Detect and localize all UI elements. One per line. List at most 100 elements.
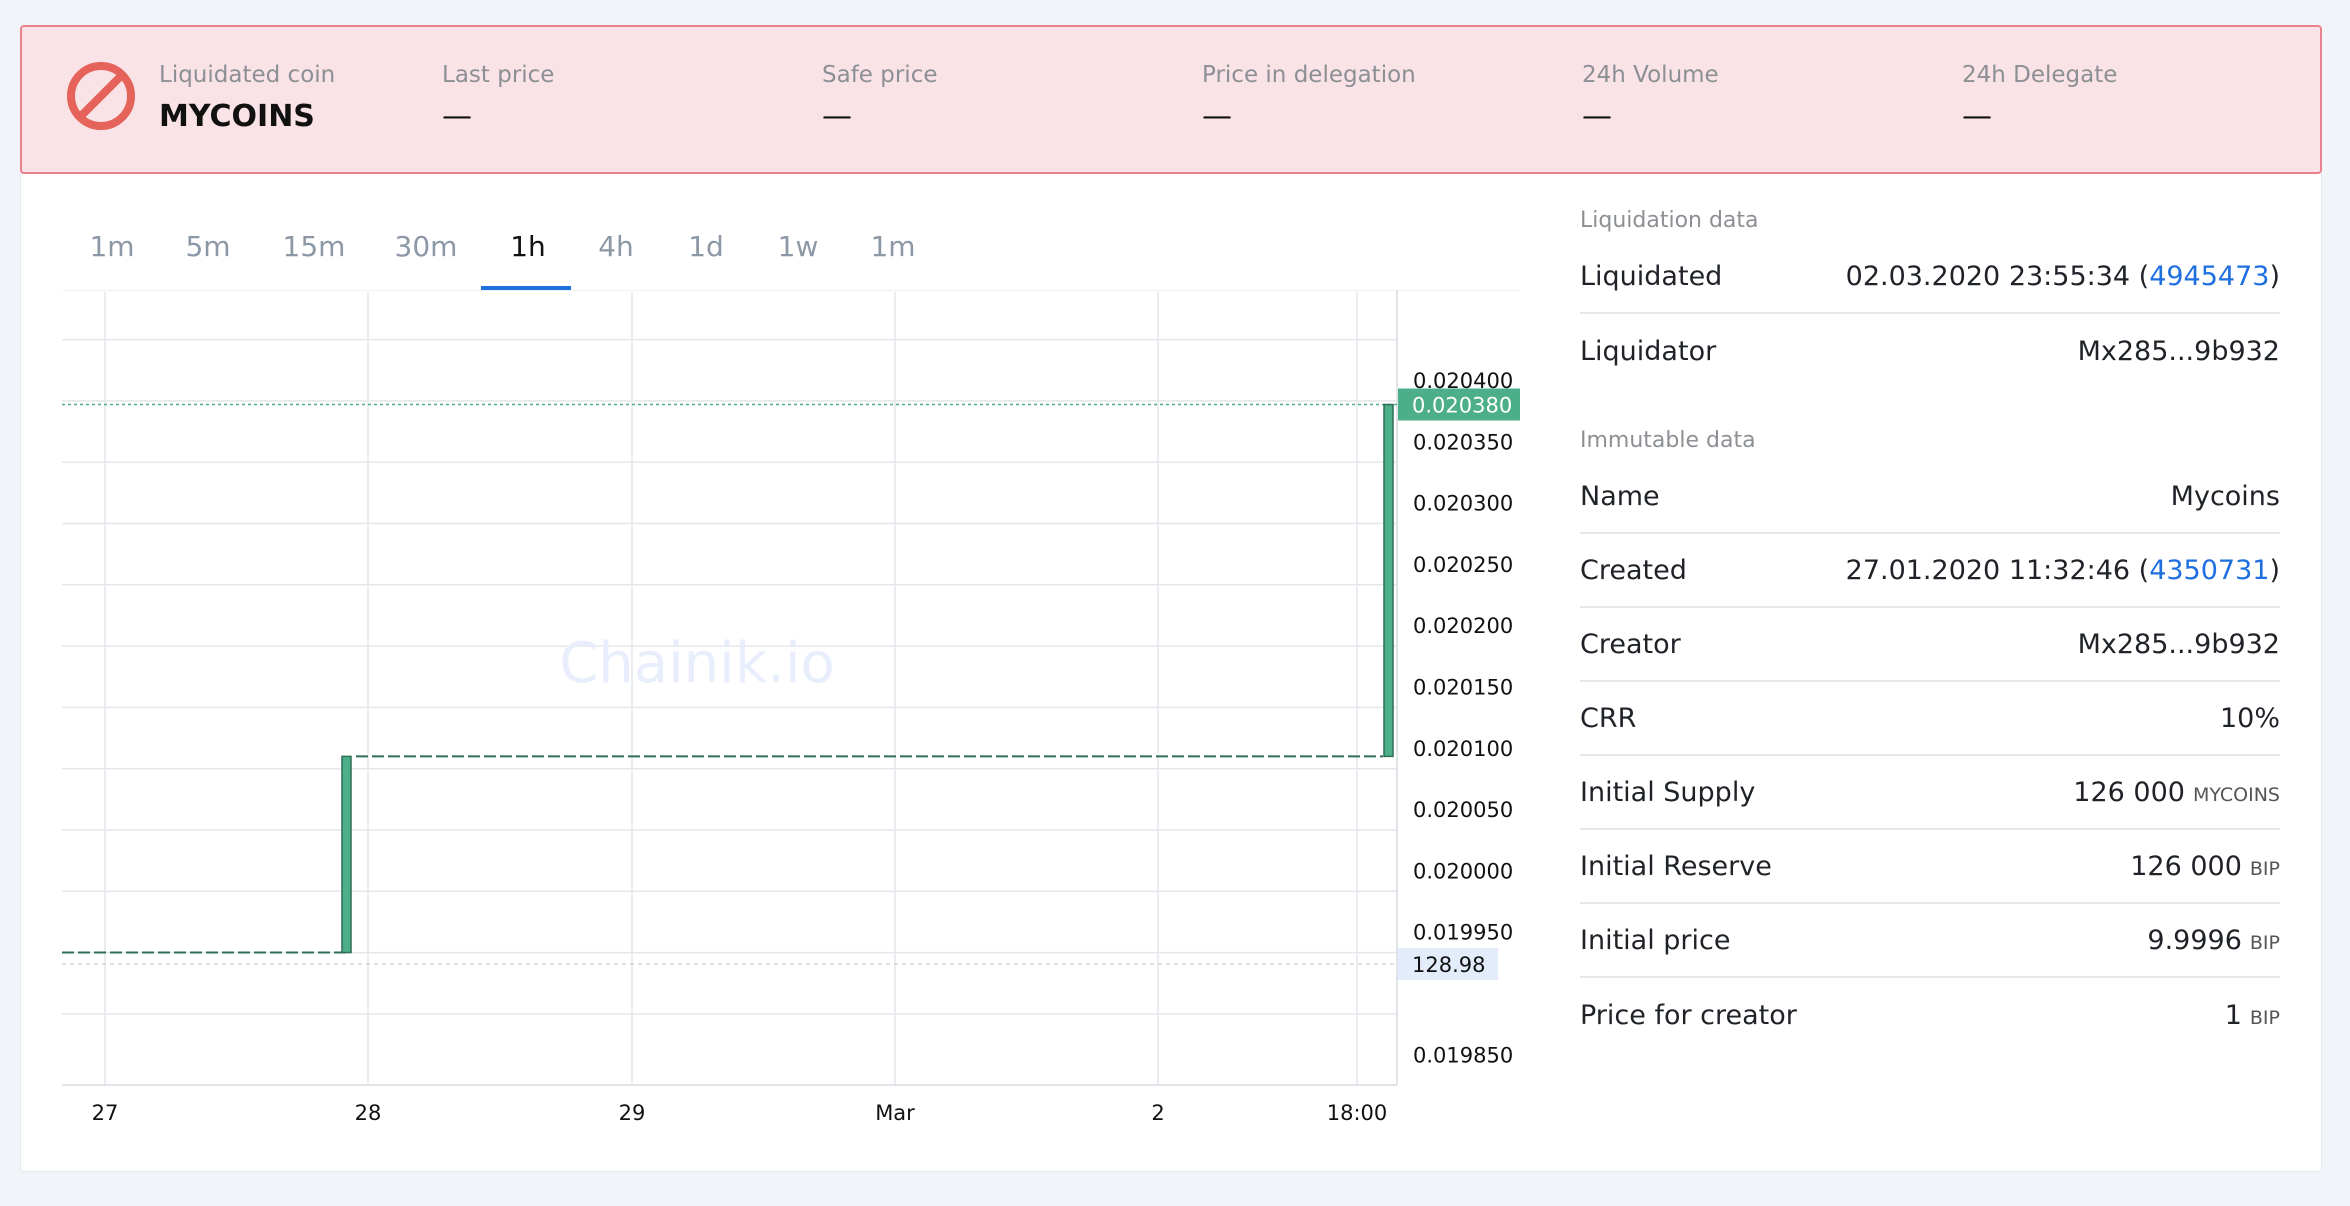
liquidated-block-link[interactable]: 4945473 bbox=[2149, 260, 2270, 292]
liquidator-address-link[interactable]: Mx285...9b932 bbox=[2077, 335, 2280, 367]
stat-value: — bbox=[442, 99, 472, 134]
price-chart[interactable]: Chainik.io0.0204000.0203500.0203000.0202… bbox=[62, 290, 1520, 1140]
row-creator: Creator Mx285...9b932 bbox=[1580, 608, 2280, 682]
row-crr: CRR 10% bbox=[1580, 682, 2280, 756]
tab-1d[interactable]: 1d bbox=[688, 230, 724, 263]
row-value: 9.9996 BIP bbox=[2147, 925, 2280, 956]
y-tick-label: 0.020350 bbox=[1413, 430, 1513, 454]
coin-info-panel: Liquidation data Liquidated 02.03.2020 2… bbox=[1580, 200, 2280, 1052]
creator-address-link[interactable]: Mx285...9b932 bbox=[2077, 628, 2280, 660]
tab-1m-month[interactable]: 1m bbox=[870, 230, 916, 263]
stat-value: — bbox=[1202, 99, 1232, 134]
tab-5m[interactable]: 5m bbox=[185, 230, 231, 263]
stat-label: Safe price bbox=[822, 62, 938, 88]
row-label: Name bbox=[1580, 480, 1660, 512]
x-tick-label: 2 bbox=[1151, 1101, 1164, 1125]
row-initial-price: Initial price 9.9996 BIP bbox=[1580, 904, 2280, 978]
row-label: Created bbox=[1580, 554, 1687, 586]
row-label: Liquidated bbox=[1580, 260, 1723, 292]
stat-label: Last price bbox=[442, 62, 555, 88]
last-price-label: 0.020380 bbox=[1412, 394, 1512, 418]
row-label: Price for creator bbox=[1580, 999, 1797, 1031]
x-tick-label: 29 bbox=[619, 1101, 646, 1125]
y-tick-label: 0.020100 bbox=[1413, 737, 1513, 761]
x-tick-label: 18:00 bbox=[1327, 1101, 1388, 1125]
active-tab-underline bbox=[481, 286, 571, 290]
tabs-divider bbox=[62, 290, 1520, 291]
supply-amount: 126 000 bbox=[2073, 776, 2185, 808]
tab-1m[interactable]: 1m bbox=[89, 230, 135, 263]
x-tick-label: Mar bbox=[875, 1101, 915, 1125]
crosshair-badge bbox=[1398, 948, 1498, 980]
reserve-unit: BIP bbox=[2249, 857, 2280, 880]
liquidated-date: 02.03.2020 23:55:34 bbox=[1845, 260, 2131, 292]
last-price-badge bbox=[1398, 388, 1520, 421]
row-name: Name Mycoins bbox=[1580, 460, 2280, 534]
row-initial-supply: Initial Supply 126 000 MYCOINS bbox=[1580, 756, 2280, 830]
stat-label: 24h Delegate bbox=[1962, 62, 2118, 88]
row-created: Created 27.01.2020 11:32:46 (4350731) bbox=[1580, 534, 2280, 608]
y-tick-label: 0.020200 bbox=[1413, 614, 1513, 638]
row-value: Mycoins bbox=[2170, 480, 2280, 512]
stat-value: — bbox=[1582, 99, 1612, 134]
y-tick-label: 0.020250 bbox=[1413, 553, 1513, 577]
row-label: Liquidator bbox=[1580, 335, 1717, 367]
immutable-section-title: Immutable data bbox=[1580, 428, 1756, 453]
stat-24h-volume: 24h Volume — bbox=[1582, 62, 1719, 134]
row-label: CRR bbox=[1580, 702, 1637, 734]
crosshair-label: 128.98 bbox=[1412, 953, 1485, 977]
row-value: 1 BIP bbox=[2225, 1000, 2280, 1031]
row-value: 02.03.2020 23:55:34 (4945473) bbox=[1845, 260, 2280, 292]
row-liquidator: Liquidator Mx285...9b932 bbox=[1580, 314, 2280, 388]
y-tick-label: 0.019850 bbox=[1413, 1043, 1513, 1067]
coin-stat: Liquidated coin MYCOINS bbox=[159, 62, 335, 134]
y-tick-label: 0.019950 bbox=[1413, 921, 1513, 945]
coin-label: Liquidated coin bbox=[159, 62, 336, 88]
tab-1w[interactable]: 1w bbox=[777, 230, 819, 263]
liquidation-section-title: Liquidation data bbox=[1580, 208, 1759, 233]
stat-label: 24h Volume bbox=[1582, 62, 1719, 88]
creator-price-unit: BIP bbox=[2249, 1006, 2280, 1029]
y-tick-label: 0.020150 bbox=[1413, 676, 1513, 700]
stat-price-in-delegation: Price in delegation — bbox=[1202, 62, 1416, 134]
liquidated-banner: Liquidated coin MYCOINS Last price — Saf… bbox=[20, 25, 2322, 174]
stat-safe-price: Safe price — bbox=[822, 62, 938, 134]
tab-1h[interactable]: 1h bbox=[510, 230, 546, 263]
stat-label: Price in delegation bbox=[1202, 62, 1416, 88]
x-tick-label: 27 bbox=[92, 1101, 119, 1125]
tab-15m[interactable]: 15m bbox=[282, 230, 346, 263]
tab-30m[interactable]: 30m bbox=[394, 230, 458, 263]
stat-last-price: Last price — bbox=[442, 62, 554, 134]
stat-24h-delegate: 24h Delegate — bbox=[1962, 62, 2117, 134]
y-tick-label: 0.020300 bbox=[1413, 492, 1513, 516]
chart-watermark: Chainik.io bbox=[559, 631, 835, 696]
stat-value: — bbox=[822, 99, 852, 134]
created-date: 27.01.2020 11:32:46 bbox=[1845, 554, 2131, 586]
y-tick-label: 0.020000 bbox=[1413, 859, 1513, 883]
row-price-for-creator: Price for creator 1 BIP bbox=[1580, 978, 2280, 1052]
prohibited-icon bbox=[67, 62, 135, 130]
row-value: 126 000 MYCOINS bbox=[2073, 777, 2280, 808]
price-unit: BIP bbox=[2249, 931, 2280, 954]
row-value: 27.01.2020 11:32:46 (4350731) bbox=[1845, 554, 2280, 586]
row-liquidated: Liquidated 02.03.2020 23:55:34 (4945473) bbox=[1580, 240, 2280, 314]
price-candle[interactable] bbox=[341, 755, 352, 954]
price-amount: 9.9996 bbox=[2147, 924, 2242, 956]
row-label: Creator bbox=[1580, 628, 1681, 660]
y-tick-label: 0.020050 bbox=[1413, 798, 1513, 822]
creator-price-amount: 1 bbox=[2224, 999, 2242, 1031]
reserve-amount: 126 000 bbox=[2130, 850, 2242, 882]
supply-unit: MYCOINS bbox=[2192, 783, 2280, 806]
row-value: 126 000 BIP bbox=[2130, 851, 2280, 882]
row-label: Initial Reserve bbox=[1580, 850, 1772, 882]
x-tick-label: 28 bbox=[355, 1101, 382, 1125]
row-initial-reserve: Initial Reserve 126 000 BIP bbox=[1580, 830, 2280, 904]
coin-name: MYCOINS bbox=[159, 99, 315, 134]
price-candle[interactable] bbox=[1383, 403, 1394, 758]
row-label: Initial Supply bbox=[1580, 776, 1756, 808]
created-block-link[interactable]: 4350731 bbox=[2149, 554, 2270, 586]
row-value: 10% bbox=[2219, 702, 2280, 734]
tab-4h[interactable]: 4h bbox=[598, 230, 634, 263]
row-label: Initial price bbox=[1580, 924, 1731, 956]
stat-value: — bbox=[1962, 99, 1992, 134]
